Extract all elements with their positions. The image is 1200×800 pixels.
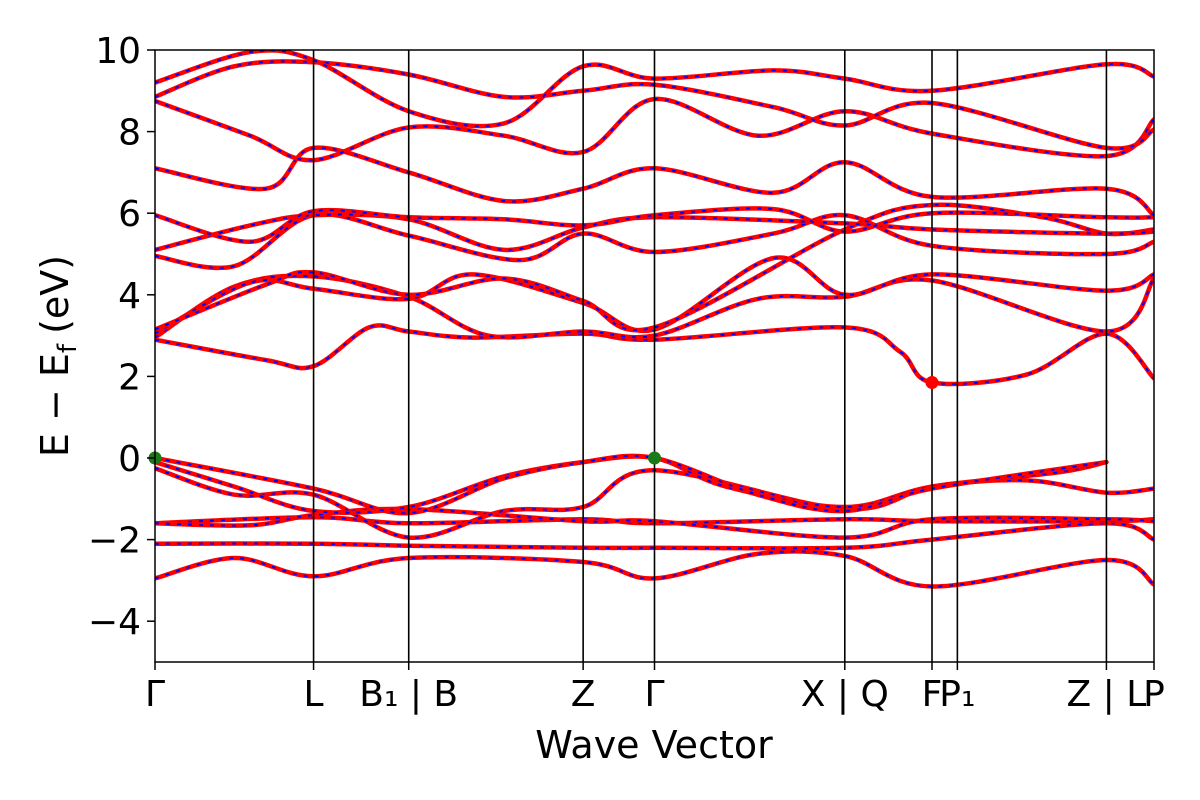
x-tick-label: X | Q (801, 674, 889, 715)
band-line-b (155, 97, 1154, 162)
band-edge-marker (925, 376, 939, 390)
y-axis-label-main: E − E (33, 353, 77, 457)
x-axis: Γ L B₁ | B Z Γ X | Q FP₁ Z | LP (145, 662, 1165, 715)
x-tick-label: Z | L (1067, 674, 1147, 715)
y-tick-label: 0 (118, 439, 141, 480)
band-edge-marker (648, 451, 661, 465)
band-line-b (155, 455, 1107, 514)
y-tick-label: 4 (118, 276, 141, 317)
band-line-b (155, 207, 1154, 243)
kpoint-lines-layer (312, 50, 1108, 662)
x-tick-label: Γ (145, 674, 165, 715)
band-line-b (155, 507, 1154, 539)
x-tick-label: L (304, 674, 324, 715)
x-tick-label: F (922, 674, 943, 715)
x-axis-label: Wave Vector (535, 723, 773, 767)
y-axis-label: E − Ef (eV) (33, 255, 83, 457)
x-tick-label: P₁ (939, 674, 975, 715)
x-tick-label: Γ (644, 674, 664, 715)
band-line-b (155, 274, 1154, 339)
band-line-a (155, 453, 1109, 516)
x-tick-label: Z (571, 674, 596, 715)
y-tick-label: −4 (88, 602, 141, 643)
y-axis-label-sub: f (53, 343, 83, 353)
y-tick-label: 10 (95, 31, 141, 72)
y-tick-label: −2 (88, 521, 141, 562)
band-line-b (155, 203, 1154, 332)
band-line-b (155, 467, 1154, 539)
x-tick-label: P (1143, 674, 1165, 715)
markers-layer (148, 376, 939, 465)
band-line-a (155, 145, 1154, 218)
y-tick-label: 6 (118, 194, 141, 235)
x-tick-label: B₁ | B (359, 674, 458, 715)
y-axis: −4 −2 0 2 4 6 8 10 (88, 31, 155, 643)
y-tick-label: 2 (118, 357, 141, 398)
y-tick-label: 8 (118, 113, 141, 154)
y-axis-label-unit: (eV) (33, 255, 77, 334)
band-line-b (155, 213, 1154, 269)
